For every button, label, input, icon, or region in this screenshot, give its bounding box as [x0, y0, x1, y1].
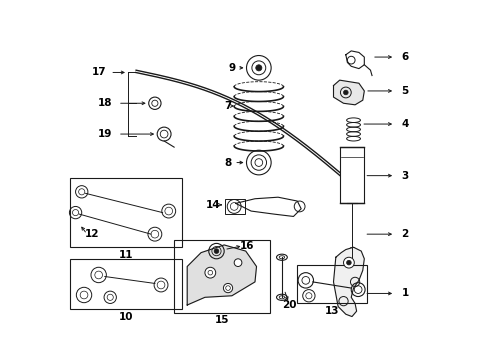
Bar: [340, 147, 365, 203]
Text: 17: 17: [92, 67, 107, 77]
Text: 8: 8: [224, 158, 232, 167]
Text: 13: 13: [325, 306, 339, 316]
Bar: [70, 178, 182, 247]
Text: 14: 14: [205, 200, 220, 210]
Text: 10: 10: [119, 311, 133, 321]
Polygon shape: [334, 80, 365, 105]
Circle shape: [214, 249, 219, 253]
Circle shape: [343, 90, 348, 95]
Circle shape: [256, 65, 262, 71]
Circle shape: [346, 260, 351, 265]
Circle shape: [223, 283, 233, 293]
Text: 12: 12: [84, 229, 99, 239]
Text: 11: 11: [119, 250, 133, 260]
Text: 15: 15: [215, 315, 229, 325]
Bar: [174, 239, 270, 313]
Text: 5: 5: [401, 86, 409, 96]
Circle shape: [234, 259, 242, 266]
Text: 9: 9: [228, 63, 235, 73]
Text: 3: 3: [401, 171, 409, 181]
Text: 19: 19: [98, 129, 112, 139]
Circle shape: [205, 267, 216, 278]
Text: 7: 7: [224, 101, 232, 111]
Text: 6: 6: [401, 52, 409, 62]
Text: 1: 1: [401, 288, 409, 298]
Circle shape: [343, 257, 354, 268]
Polygon shape: [334, 247, 365, 316]
Text: 4: 4: [401, 119, 409, 129]
Bar: [297, 265, 367, 303]
Text: 16: 16: [240, 241, 254, 251]
Text: 18: 18: [98, 98, 112, 108]
Bar: [225, 199, 245, 214]
Bar: [70, 259, 182, 309]
Polygon shape: [187, 245, 257, 305]
Text: 2: 2: [401, 229, 409, 239]
Text: 20: 20: [282, 300, 297, 310]
